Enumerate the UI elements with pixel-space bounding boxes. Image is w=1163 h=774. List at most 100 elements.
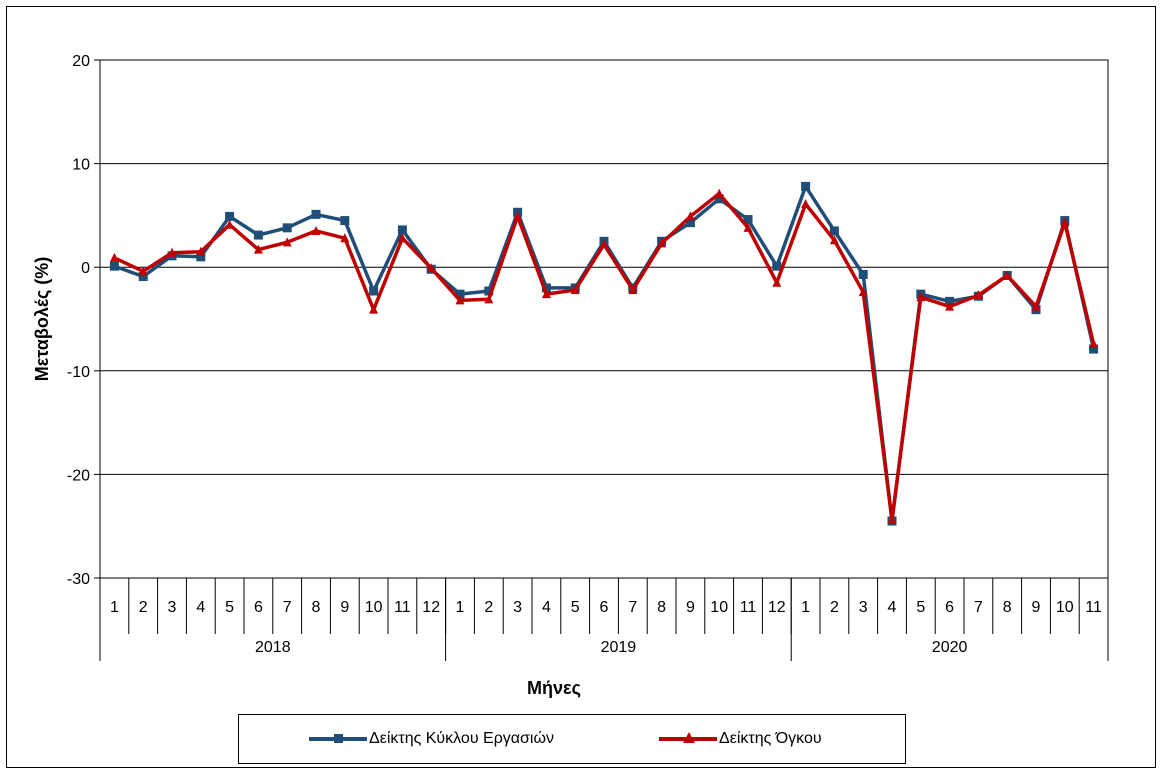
data-point-marker bbox=[311, 225, 321, 235]
legend-label-volume: Δείκτης Όγκου bbox=[719, 730, 822, 747]
data-point-marker bbox=[1060, 217, 1070, 227]
data-point-marker bbox=[253, 230, 263, 240]
x-tick-label-month: 1 bbox=[110, 599, 119, 616]
data-point-marker bbox=[426, 263, 436, 273]
x-tick-label-month: 7 bbox=[628, 599, 637, 616]
y-axis-tick-labels: 20 10 0 -10 -20 -30 bbox=[67, 53, 90, 588]
x-tick-label-month: 3 bbox=[513, 599, 522, 616]
data-point-marker bbox=[945, 301, 955, 311]
data-point-marker bbox=[570, 284, 580, 294]
x-tick-label-month: 9 bbox=[686, 599, 695, 616]
data-point-marker bbox=[1089, 344, 1099, 354]
data-point-marker bbox=[225, 211, 235, 221]
data-point-marker bbox=[1031, 301, 1041, 311]
data-point-marker bbox=[225, 219, 235, 229]
y-tick-label: 20 bbox=[72, 53, 90, 70]
data-point-marker bbox=[369, 304, 379, 314]
x-tick-label-month: 8 bbox=[1003, 599, 1012, 616]
data-point-marker bbox=[109, 261, 119, 271]
data-point-marker bbox=[801, 199, 811, 209]
legend-item-turnover: Δείκτης Κύκλου Εργασιών bbox=[309, 715, 554, 763]
data-point-marker bbox=[253, 244, 263, 254]
data-point-marker bbox=[973, 290, 983, 300]
data-point-marker bbox=[369, 286, 379, 296]
x-tick-label-month: 8 bbox=[312, 599, 321, 616]
y-axis-label: Μεταβολές (%) bbox=[32, 257, 52, 382]
x-axis: 1 2 3 4 5 6 7 8 9 10 11 12 1 2 3 4 5 6 7 8 9 10 11 12 1 2 3 4 5 6 7 8 9 1… bbox=[99, 578, 1109, 661]
data-point-marker bbox=[484, 294, 494, 304]
data-point-marker bbox=[829, 226, 839, 236]
x-tick-label-month: 11 bbox=[1085, 599, 1102, 616]
x-tick-label-month: 11 bbox=[740, 599, 757, 616]
x-tick-label-month: 5 bbox=[225, 599, 234, 616]
x-tick-label-month: 10 bbox=[710, 599, 728, 616]
data-point-marker bbox=[772, 261, 782, 271]
x-tick-label-month: 11 bbox=[394, 599, 411, 616]
plot-area-border bbox=[99, 59, 1109, 579]
data-point-marker bbox=[829, 235, 839, 245]
data-point-marker bbox=[858, 287, 868, 297]
x-tick-label-month: 6 bbox=[945, 599, 954, 616]
series-layer bbox=[109, 181, 1099, 526]
x-tick-label-month: 7 bbox=[283, 599, 292, 616]
data-point-marker bbox=[541, 289, 551, 299]
legend: Δείκτης Κύκλου Εργασιών Δείκτης Όγκου bbox=[238, 714, 906, 764]
data-point-marker bbox=[340, 233, 350, 243]
chart-frame bbox=[6, 6, 1156, 768]
data-point-marker bbox=[858, 269, 868, 279]
y-tick-label: -30 bbox=[67, 571, 90, 588]
legend-swatch-turnover bbox=[309, 729, 367, 749]
data-point-marker bbox=[109, 252, 119, 262]
data-point-marker bbox=[513, 211, 523, 221]
data-point-marker bbox=[916, 292, 926, 302]
y-tick-label: -10 bbox=[67, 364, 90, 381]
data-point-marker bbox=[196, 252, 206, 262]
legend-label-turnover: Δείκτης Κύκλου Εργασιών bbox=[369, 730, 554, 747]
y-tick-label: -20 bbox=[67, 467, 90, 484]
data-point-marker bbox=[484, 286, 494, 296]
data-point-marker bbox=[167, 247, 177, 257]
x-tick-label-month: 2 bbox=[484, 599, 493, 616]
x-tick-label-year: 2019 bbox=[601, 639, 637, 656]
data-point-marker bbox=[801, 181, 811, 191]
data-point-marker bbox=[657, 238, 667, 248]
data-point-marker bbox=[282, 237, 292, 247]
gridlines bbox=[94, 59, 1108, 579]
data-point-marker bbox=[714, 188, 724, 198]
x-tick-label-month: 6 bbox=[600, 599, 609, 616]
data-point-marker bbox=[196, 246, 206, 256]
x-tick-label-month: 3 bbox=[168, 599, 177, 616]
data-point-marker bbox=[397, 225, 407, 235]
x-tick-label-month: 3 bbox=[859, 599, 868, 616]
data-point-marker bbox=[1002, 270, 1012, 280]
x-tick-label-month: 7 bbox=[974, 599, 983, 616]
x-tick-label-month: 2 bbox=[830, 599, 839, 616]
data-point-marker bbox=[714, 194, 724, 204]
x-axis-label: Μήνες bbox=[527, 678, 581, 698]
data-point-marker bbox=[138, 266, 148, 276]
x-tick-label-month: 1 bbox=[456, 599, 465, 616]
data-point-marker bbox=[772, 277, 782, 287]
legend-swatch-volume bbox=[659, 729, 717, 749]
x-tick-label-month: 2 bbox=[139, 599, 148, 616]
data-point-marker bbox=[397, 233, 407, 243]
data-point-marker bbox=[138, 272, 148, 282]
legend-item-volume: Δείκτης Όγκου bbox=[659, 715, 822, 763]
x-tick-label-month: 10 bbox=[1056, 599, 1074, 616]
data-point-marker bbox=[685, 211, 695, 221]
x-tick-label-month: 12 bbox=[768, 599, 786, 616]
data-point-marker bbox=[455, 295, 465, 305]
x-tick-label-month: 12 bbox=[422, 599, 440, 616]
data-point-marker bbox=[282, 223, 292, 233]
data-point-marker bbox=[945, 296, 955, 306]
data-point-marker bbox=[743, 215, 753, 225]
series-volume-index bbox=[109, 188, 1099, 524]
x-tick-label-month: 5 bbox=[571, 599, 580, 616]
x-tick-label-month: 4 bbox=[542, 599, 551, 616]
y-tick-label: 0 bbox=[81, 260, 90, 277]
data-point-marker bbox=[340, 216, 350, 226]
data-point-marker bbox=[599, 239, 609, 249]
data-point-marker bbox=[743, 222, 753, 232]
data-point-marker bbox=[685, 218, 695, 228]
